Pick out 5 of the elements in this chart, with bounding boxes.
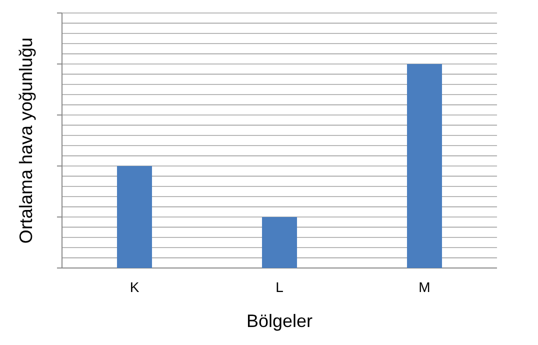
x-tick-label: M xyxy=(418,279,430,295)
y-axis-title: Ortalama hava yoğunluğu xyxy=(16,37,36,244)
x-tick-label: K xyxy=(130,279,140,295)
x-axis-title: Bölgeler xyxy=(246,311,313,331)
x-tick-label: L xyxy=(276,279,284,295)
